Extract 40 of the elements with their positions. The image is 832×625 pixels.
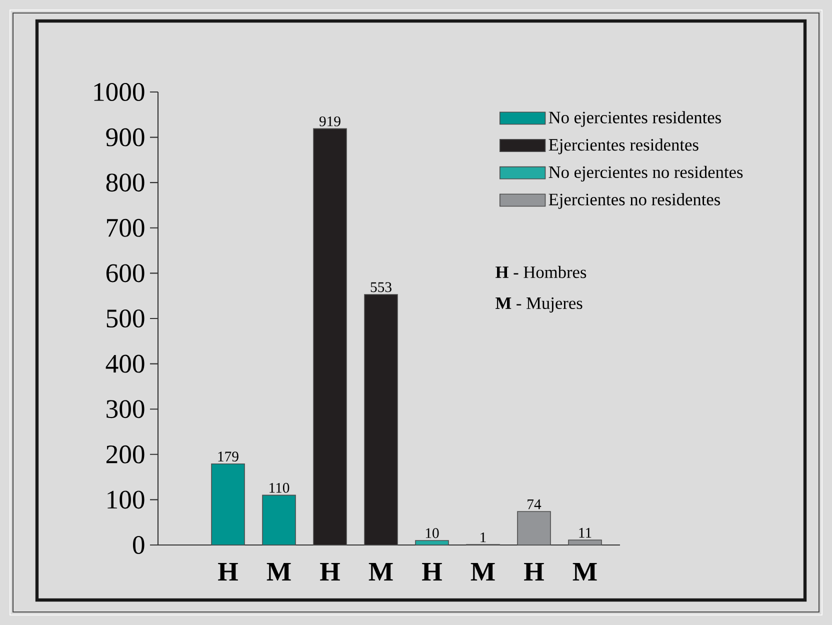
- y-tick-label: 500: [106, 310, 144, 328]
- data-label: 10: [426, 528, 439, 538]
- x-tick-label: H: [524, 563, 544, 580]
- x-tick-label: M: [470, 563, 495, 580]
- legend-label: Ejercientes residentes: [548, 138, 698, 154]
- data-label: 553: [370, 282, 392, 292]
- bar: [364, 294, 398, 546]
- y-tick-label: 700: [107, 218, 144, 237]
- bar: [262, 494, 296, 546]
- bar: [415, 540, 449, 546]
- data-label: 1: [480, 532, 486, 542]
- x-tick-label: H: [320, 563, 340, 580]
- x-tick-label: H: [422, 563, 442, 580]
- y-tick-label: 900: [106, 128, 144, 146]
- y-tick-label: 200: [106, 445, 144, 464]
- data-label: 179: [218, 452, 238, 462]
- legend-label: Ejercientes no residentes: [548, 193, 720, 209]
- data-label: 11: [579, 528, 592, 538]
- bar: [568, 540, 602, 546]
- y-tick-label: 400: [106, 354, 144, 373]
- legend-label: No ejercientes no residentes: [548, 166, 743, 182]
- y-tick-label: 800: [106, 174, 144, 192]
- y-tick-label: 300: [106, 400, 144, 418]
- y-tick-label: 600: [106, 264, 144, 282]
- y-tick-label: 100: [108, 490, 144, 509]
- bar: [313, 128, 347, 546]
- legend-label: No ejercientes residentes: [548, 111, 721, 127]
- annotation: H - Hombres: [496, 266, 586, 278]
- x-tick-label: M: [572, 563, 597, 580]
- bar: [517, 511, 551, 546]
- y-tick-label: 0: [132, 536, 144, 554]
- x-tick-label: M: [368, 563, 393, 580]
- data-label: 110: [270, 482, 290, 493]
- data-label: 74: [528, 499, 542, 510]
- data-label: 919: [319, 116, 340, 126]
- x-tick-label: H: [218, 563, 238, 580]
- y-tick-label: 1000: [94, 83, 144, 102]
- bar: [211, 464, 245, 546]
- annotation: M - Mujeres: [496, 297, 582, 313]
- x-tick-label: M: [266, 563, 291, 580]
